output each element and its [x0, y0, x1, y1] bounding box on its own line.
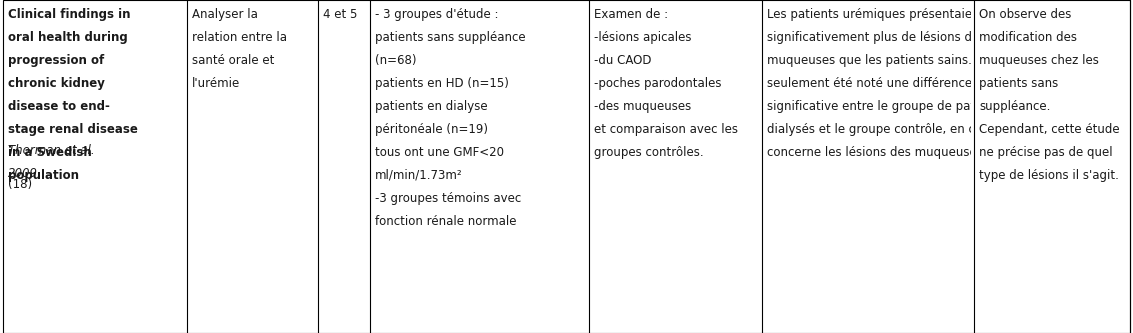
Text: Examen de :
-lésions apicales
-du CAOD
-poches parodontales
-des muqueuses
et co: Examen de : -lésions apicales -du CAOD -… [594, 8, 738, 159]
Text: 4 et 5: 4 et 5 [323, 8, 357, 21]
Text: Les patients urémiques présentaient
significativement plus de lésions des
muqueu: Les patients urémiques présentaient sign… [767, 8, 1004, 159]
Text: Thorman et al.
2009: Thorman et al. 2009 [8, 144, 95, 180]
Text: - 3 groupes d'étude :
patients sans suppléance
(n=68)
patients en HD (n=15)
pati: - 3 groupes d'étude : patients sans supp… [375, 8, 526, 228]
Text: Clinical findings in
oral health during
progression of
chronic kidney
disease to: Clinical findings in oral health during … [8, 8, 138, 182]
Text: Analyser la
relation entre la
santé orale et
l'urémie: Analyser la relation entre la santé oral… [191, 8, 287, 90]
Text: (18): (18) [8, 178, 32, 191]
Text: On observe des
modification des
muqueuses chez les
patients sans
suppléance.
Cep: On observe des modification des muqueuse… [979, 8, 1119, 182]
